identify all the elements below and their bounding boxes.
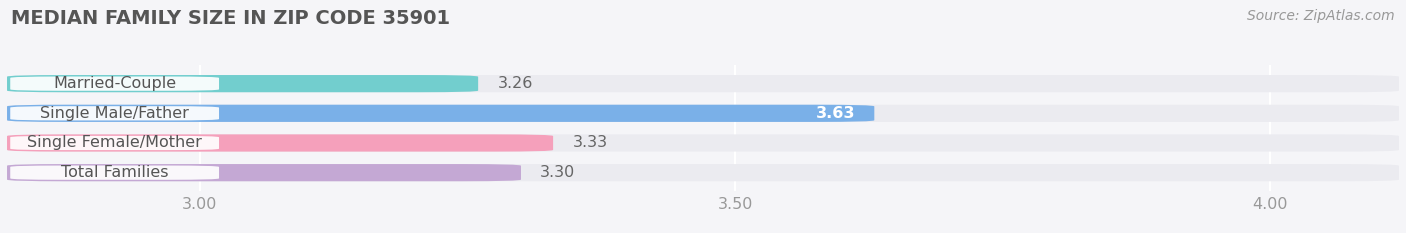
FancyBboxPatch shape: [7, 134, 553, 152]
Text: Married-Couple: Married-Couple: [53, 76, 176, 91]
FancyBboxPatch shape: [10, 76, 219, 91]
Text: 3.63: 3.63: [815, 106, 855, 121]
FancyBboxPatch shape: [7, 164, 1399, 181]
Text: Single Male/Father: Single Male/Father: [41, 106, 188, 121]
FancyBboxPatch shape: [10, 165, 219, 180]
Text: 3.26: 3.26: [498, 76, 533, 91]
Text: Total Families: Total Families: [60, 165, 169, 180]
FancyBboxPatch shape: [7, 105, 1399, 122]
FancyBboxPatch shape: [7, 134, 1399, 152]
FancyBboxPatch shape: [7, 75, 1399, 92]
FancyBboxPatch shape: [10, 136, 219, 150]
Text: 3.30: 3.30: [540, 165, 575, 180]
FancyBboxPatch shape: [10, 106, 219, 120]
Text: MEDIAN FAMILY SIZE IN ZIP CODE 35901: MEDIAN FAMILY SIZE IN ZIP CODE 35901: [11, 9, 450, 28]
FancyBboxPatch shape: [7, 75, 478, 92]
FancyBboxPatch shape: [7, 105, 875, 122]
Text: 3.33: 3.33: [572, 135, 607, 151]
Text: Source: ZipAtlas.com: Source: ZipAtlas.com: [1247, 9, 1395, 23]
Text: Single Female/Mother: Single Female/Mother: [27, 135, 202, 151]
FancyBboxPatch shape: [7, 164, 522, 181]
